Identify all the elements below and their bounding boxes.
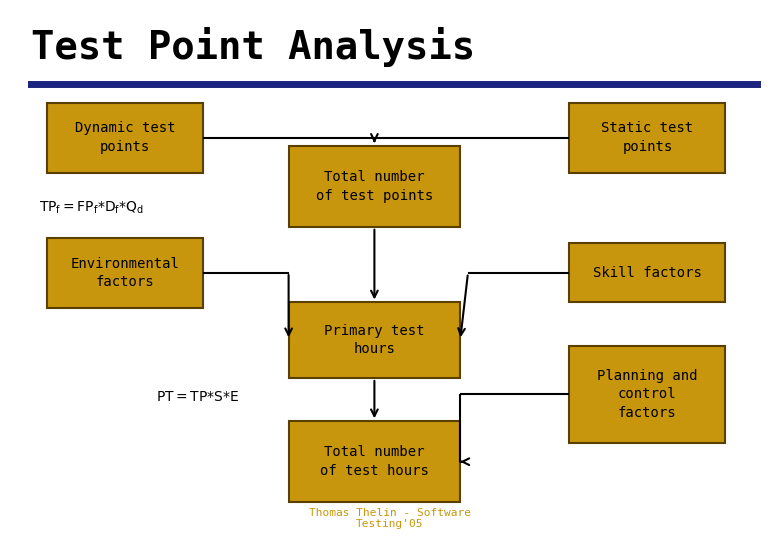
Text: Planning and
control
factors: Planning and control factors <box>597 369 697 420</box>
Bar <box>569 346 725 443</box>
Text: Static test
points: Static test points <box>601 122 693 154</box>
Bar <box>289 146 460 227</box>
Text: $\mathrm{PT{=}TP{*}S{*}E}$: $\mathrm{PT{=}TP{*}S{*}E}$ <box>156 390 239 404</box>
Text: $\mathrm{TP_f{=}FP_f{*}D_f{*}Q_d}$: $\mathrm{TP_f{=}FP_f{*}D_f{*}Q_d}$ <box>39 200 144 216</box>
Text: Test Point Analysis: Test Point Analysis <box>31 27 475 67</box>
Bar <box>289 421 460 502</box>
Bar <box>569 243 725 302</box>
Text: Thomas Thelin - Software
Testing'05: Thomas Thelin - Software Testing'05 <box>309 508 471 529</box>
Bar <box>47 238 203 308</box>
Text: Primary test
hours: Primary test hours <box>324 324 424 356</box>
Bar <box>569 103 725 173</box>
Text: Dynamic test
points: Dynamic test points <box>75 122 175 154</box>
Text: Skill factors: Skill factors <box>593 266 702 280</box>
Text: Total number
of test hours: Total number of test hours <box>320 446 429 478</box>
Bar <box>289 302 460 378</box>
Text: Environmental
factors: Environmental factors <box>70 256 179 289</box>
Text: Total number
of test points: Total number of test points <box>316 170 433 202</box>
Bar <box>47 103 203 173</box>
